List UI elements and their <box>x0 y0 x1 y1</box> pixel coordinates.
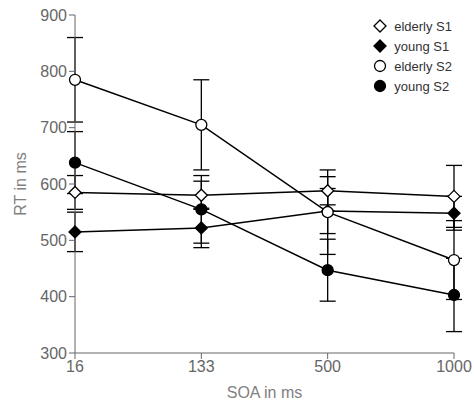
svg-text:500: 500 <box>314 358 341 375</box>
svg-text:SOA in ms: SOA in ms <box>227 384 303 401</box>
svg-text:RT in ms: RT in ms <box>12 152 29 215</box>
svg-text:900: 900 <box>40 7 67 24</box>
svg-text:600: 600 <box>40 176 67 193</box>
html-text:young S2: young S2 <box>394 78 450 94</box>
svg-text:133: 133 <box>188 358 215 375</box>
svg-text:16: 16 <box>66 358 84 375</box>
svg-text:700: 700 <box>40 119 67 136</box>
svg-text:300: 300 <box>40 345 67 362</box>
svg-text:1000: 1000 <box>436 358 466 375</box>
svg-text:400: 400 <box>40 288 67 305</box>
svg-text:500: 500 <box>40 232 67 249</box>
svg-text:800: 800 <box>40 63 67 80</box>
html-text:elderly S2: elderly S2 <box>394 58 452 74</box>
html-text:young S1: young S1 <box>394 38 450 54</box>
html-text:elderly S1: elderly S1 <box>394 18 452 34</box>
